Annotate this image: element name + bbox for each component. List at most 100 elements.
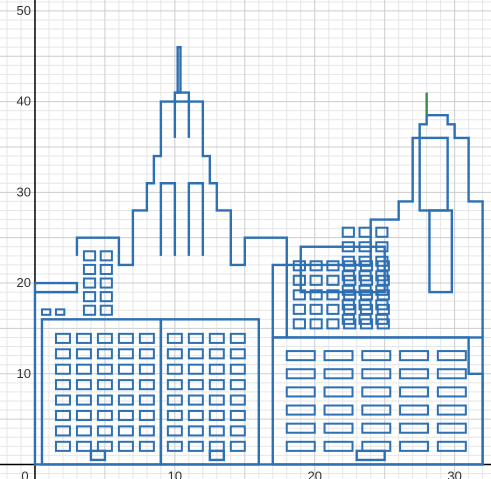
window-rect — [436, 404, 467, 416]
window-rect — [96, 332, 113, 344]
window-rect — [361, 350, 392, 362]
window-rect — [229, 348, 246, 360]
window-rect — [309, 260, 323, 272]
window-rect — [208, 440, 225, 452]
window-rect — [96, 379, 113, 391]
window-rect — [399, 386, 430, 398]
window-rect — [75, 332, 92, 344]
window-rect — [326, 318, 340, 330]
window-rect — [436, 422, 467, 434]
window-rect — [229, 363, 246, 375]
window-rect — [208, 363, 225, 375]
x-tick-label: 30 — [447, 468, 461, 479]
outline-path — [159, 182, 177, 256]
window-rect — [82, 250, 97, 262]
window-rect — [117, 363, 134, 375]
window-rect — [229, 332, 246, 344]
window-rect — [375, 226, 389, 238]
window-rect — [75, 394, 92, 406]
window-rect — [117, 332, 134, 344]
outline-path — [173, 100, 191, 138]
y-tick-label: 50 — [17, 3, 31, 18]
window-rect — [358, 255, 372, 267]
window-rect — [117, 425, 134, 437]
window-rect — [208, 379, 225, 391]
window-rect — [96, 440, 113, 452]
window-rect — [99, 263, 113, 275]
window-rect — [285, 422, 316, 434]
window-rect — [54, 409, 71, 422]
window-rect — [96, 348, 113, 360]
window-rect — [326, 274, 340, 286]
window-rect — [323, 422, 354, 434]
window-rect — [229, 440, 246, 452]
window-rect — [138, 440, 155, 452]
window-rect — [138, 425, 155, 437]
window-rect — [436, 440, 467, 452]
window-rect — [75, 440, 92, 452]
window-rect — [285, 350, 316, 362]
window-rect — [323, 350, 354, 362]
window-rect — [40, 308, 52, 316]
window-rect — [138, 363, 155, 375]
window-rect — [361, 386, 392, 398]
window-rect — [323, 386, 354, 398]
window-rect — [82, 291, 97, 303]
y-tick-label: 30 — [17, 184, 31, 199]
window-rect — [166, 425, 183, 437]
window-rect — [117, 409, 134, 422]
window-rect — [358, 284, 372, 296]
outline-path — [187, 182, 205, 256]
window-rect — [187, 363, 204, 375]
window-rect — [341, 313, 355, 325]
window-rect — [166, 348, 183, 360]
window-rect — [285, 368, 316, 380]
window-rect — [208, 348, 225, 360]
window-rect — [54, 394, 71, 406]
window-rect — [138, 409, 155, 422]
window-rect — [292, 318, 306, 330]
window-rect — [358, 313, 372, 325]
window-rect — [54, 379, 71, 391]
window-rect — [341, 270, 355, 282]
window-rect — [138, 348, 155, 360]
window-rect — [361, 440, 392, 452]
window-rect — [309, 289, 323, 301]
window-rect — [358, 270, 372, 282]
window-rect — [326, 260, 340, 272]
window-rect — [285, 386, 316, 398]
window-rect — [361, 368, 392, 380]
window-rect — [99, 291, 113, 303]
window-rect — [285, 440, 316, 452]
window-rect — [99, 304, 113, 316]
window-rect — [341, 226, 355, 238]
window-rect — [309, 274, 323, 286]
window-rect — [375, 255, 389, 267]
window-rect — [208, 425, 225, 437]
window-rect — [229, 394, 246, 406]
y-tick-label: 20 — [17, 275, 31, 290]
window-rect — [229, 409, 246, 422]
window-rect — [166, 379, 183, 391]
window-rect — [229, 425, 246, 437]
window-rect — [375, 270, 389, 282]
window-rect — [323, 404, 354, 416]
window-rect — [358, 241, 372, 253]
window-rect — [82, 304, 97, 316]
x-tick-label: 0 — [21, 468, 28, 479]
window-rect — [166, 332, 183, 344]
window-rect — [292, 260, 306, 272]
window-rect — [187, 409, 204, 422]
window-rect — [138, 394, 155, 406]
x-tick-label: 10 — [168, 468, 182, 479]
window-rect — [341, 284, 355, 296]
window-rect — [399, 350, 430, 362]
window-rect — [229, 379, 246, 391]
tick-labels: 0 10 20 30 10 20 30 40 50 — [17, 3, 462, 479]
x-tick-label: 20 — [308, 468, 322, 479]
window-rect — [96, 425, 113, 437]
window-rect — [187, 425, 204, 437]
window-rect — [375, 313, 389, 325]
window-rect — [208, 409, 225, 422]
